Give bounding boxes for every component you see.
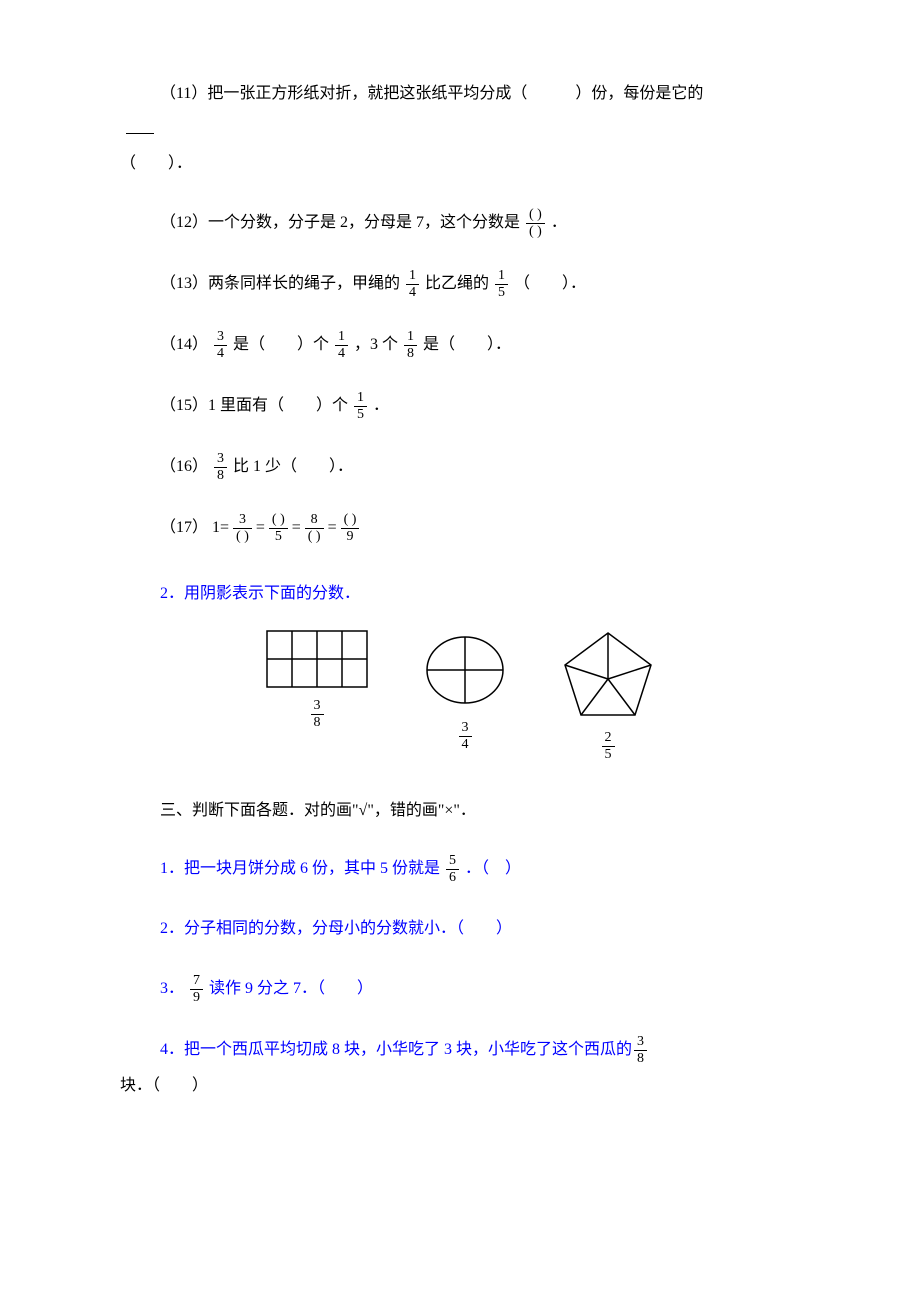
q11-cont: （ ）． xyxy=(120,121,800,179)
fig-circle-frac: 3 4 xyxy=(459,721,472,752)
j4: 4．把一个西瓜平均切成 8 块，小华吃了 3 块，小华吃了这个西瓜的 3 8 xyxy=(120,1035,800,1066)
q14-text-a: （14） xyxy=(160,337,208,354)
q14-text-d: 是（ ）． xyxy=(423,337,511,354)
j4-text-b: 块．（ ） xyxy=(120,1077,208,1094)
q16-text-b: 比 1 少（ ）． xyxy=(233,459,353,476)
q14-frac1: 3 4 xyxy=(214,330,227,361)
j3-label: 3． xyxy=(160,980,184,997)
q15-text-b: ． xyxy=(373,398,389,415)
q13: （13）两条同样长的绳子，甲绳的 1 4 比乙绳的 1 5 （ ）． xyxy=(120,269,800,300)
q2-text: 用阴影表示下面的分数． xyxy=(184,585,360,602)
q15: （15）1 里面有（ ）个 1 5 ． xyxy=(120,391,800,422)
fig-rect: 3 8 xyxy=(265,629,369,730)
fig-pentagon: 2 5 xyxy=(561,629,655,762)
j1: 1．把一块月饼分成 6 份，其中 5 份就是 5 6 ．（ ） xyxy=(120,854,800,885)
q14-text-b: 是（ ）个 xyxy=(233,337,329,354)
q12-frac: ( ) ( ) xyxy=(526,208,545,239)
j2-label: 2． xyxy=(160,920,184,937)
fig-rect-frac: 3 8 xyxy=(311,699,324,730)
q12-text-b: ． xyxy=(551,215,567,232)
j4-cont: 块．（ ） xyxy=(120,1072,800,1101)
j1-text-a: 把一块月饼分成 6 份，其中 5 份就是 xyxy=(184,860,440,877)
q14-frac3: 1 8 xyxy=(404,330,417,361)
q16: （16） 3 8 比 1 少（ ）． xyxy=(120,452,800,483)
section3-text: 三、判断下面各题．对的画"√"，错的画"×"． xyxy=(160,802,476,819)
q15-text-a: （15）1 里面有（ ）个 xyxy=(160,398,348,415)
j3-frac: 7 9 xyxy=(190,974,203,1005)
q13-text-c: （ ）． xyxy=(514,276,586,293)
q17-f4: ( ) 9 xyxy=(341,513,360,544)
j4-text-a: 把一个西瓜平均切成 8 块，小华吃了 3 块，小华吃了这个西瓜的 xyxy=(184,1036,632,1065)
circle-svg xyxy=(424,629,506,711)
q14: （14） 3 4 是（ ）个 1 4 ，3 个 1 8 是（ ）． xyxy=(120,330,800,361)
fig-pentagon-frac: 2 5 xyxy=(602,731,615,762)
section3-head: 三、判断下面各题．对的画"√"，错的画"×"． xyxy=(120,797,800,826)
j4-label: 4． xyxy=(160,1036,184,1065)
q12: （12）一个分数，分子是 2，分母是 7，这个分数是 ( ) ( ) ． xyxy=(120,208,800,239)
q11-text-a: （11）把一张正方形纸对折，就把这张纸平均分成（ ）份，每份是它的 xyxy=(160,85,703,102)
fig-circle: 3 4 xyxy=(424,629,506,752)
q13-text-b: 比乙绳的 xyxy=(425,276,489,293)
q16-text-a: （16） xyxy=(160,459,208,476)
q2-label: 2． xyxy=(160,585,184,602)
q13-frac1: 1 4 xyxy=(406,269,419,300)
j1-text-b: ．（ ） xyxy=(465,860,521,877)
j2-text: 分子相同的分数，分母小的分数就小．（ ） xyxy=(184,920,512,937)
blank-line xyxy=(126,133,154,139)
q11-text-b: （ ）． xyxy=(120,155,192,172)
q17-f1: 3 ( ) xyxy=(233,513,252,544)
pentagon-svg xyxy=(561,629,655,721)
j1-frac: 5 6 xyxy=(446,854,459,885)
q12-text-a: （12）一个分数，分子是 2，分母是 7，这个分数是 xyxy=(160,215,520,232)
j3: 3． 7 9 读作 9 分之 7．（ ） xyxy=(120,974,800,1005)
q16-frac1: 3 8 xyxy=(214,452,227,483)
q14-text-c: ，3 个 xyxy=(354,337,398,354)
q13-text-a: （13）两条同样长的绳子，甲绳的 xyxy=(160,276,400,293)
q17-equation: 1= 3 ( ) = ( ) 5 = 8 ( ) = ( ) 9 xyxy=(212,513,361,544)
page: （11）把一张正方形纸对折，就把这张纸平均分成（ ）份，每份是它的 （ ）． （… xyxy=(0,0,920,1191)
q14-frac2: 1 4 xyxy=(335,330,348,361)
q17-f2: ( ) 5 xyxy=(269,513,288,544)
q17: （17） 1= 3 ( ) = ( ) 5 = 8 ( ) = ( ) 9 xyxy=(120,513,800,544)
q17-f3: 8 ( ) xyxy=(305,513,324,544)
q2-head: 2．用阴影表示下面的分数． xyxy=(120,580,800,609)
rect-grid-svg xyxy=(265,629,369,689)
j1-label: 1． xyxy=(160,860,184,877)
j2: 2．分子相同的分数，分母小的分数就小．（ ） xyxy=(120,915,800,944)
q15-frac1: 1 5 xyxy=(354,391,367,422)
q13-frac2: 1 5 xyxy=(495,269,508,300)
j4-frac: 3 8 xyxy=(634,1035,647,1066)
j3-text: 读作 9 分之 7．（ ） xyxy=(209,980,373,997)
figures-row: 3 8 3 4 xyxy=(120,629,800,762)
q11: （11）把一张正方形纸对折，就把这张纸平均分成（ ）份，每份是它的 xyxy=(120,80,800,109)
q17-text-a: （17） xyxy=(160,520,208,537)
